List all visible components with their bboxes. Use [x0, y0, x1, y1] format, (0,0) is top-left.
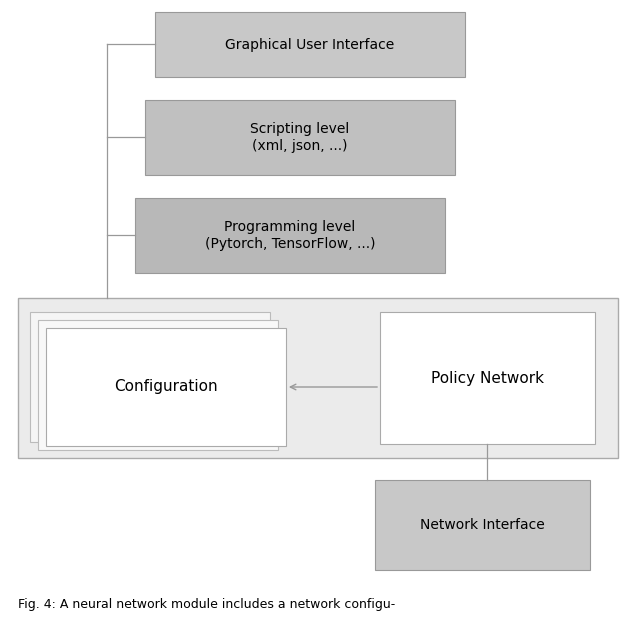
Bar — [375, 480, 590, 570]
Bar — [38, 320, 278, 450]
Bar — [155, 12, 465, 77]
Bar — [380, 312, 595, 444]
Text: Scripting level
(xml, json, ...): Scripting level (xml, json, ...) — [250, 122, 349, 153]
Text: Configuration: Configuration — [114, 379, 218, 394]
Bar — [46, 328, 286, 446]
Text: Graphical User Interface: Graphical User Interface — [225, 38, 395, 51]
Text: Policy Network: Policy Network — [431, 371, 544, 386]
Bar — [145, 100, 455, 175]
Bar — [18, 298, 618, 458]
Text: Fig. 4: A neural network module includes a network configu-: Fig. 4: A neural network module includes… — [18, 598, 396, 611]
Text: Programming level
(Pytorch, TensorFlow, ...): Programming level (Pytorch, TensorFlow, … — [205, 221, 375, 251]
Text: Network Interface: Network Interface — [420, 518, 545, 532]
Bar — [30, 312, 270, 442]
Bar — [135, 198, 445, 273]
